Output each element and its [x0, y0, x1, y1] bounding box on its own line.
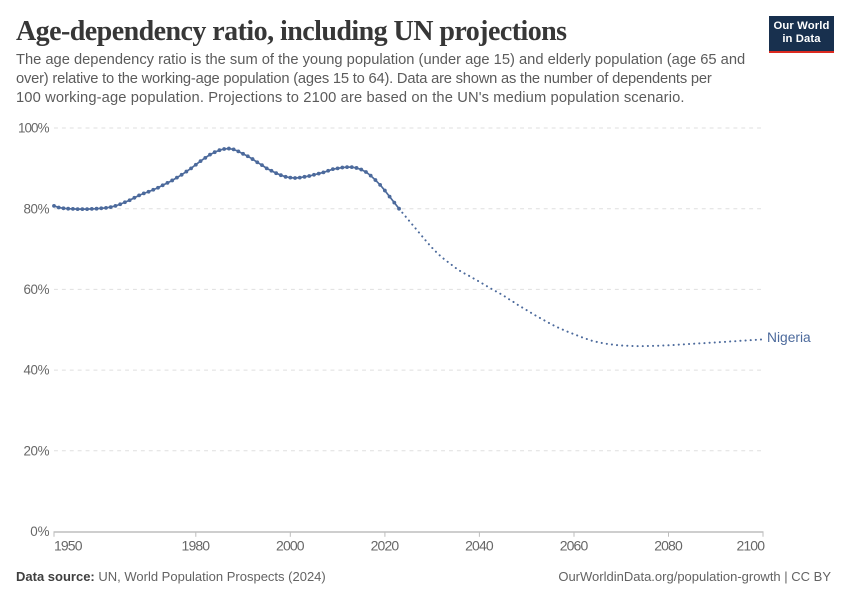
- svg-text:60%: 60%: [24, 282, 50, 297]
- svg-text:2060: 2060: [560, 538, 589, 554]
- svg-text:2080: 2080: [654, 538, 683, 554]
- svg-text:100%: 100%: [18, 121, 50, 136]
- svg-text:0%: 0%: [30, 524, 49, 539]
- svg-text:2000: 2000: [276, 538, 305, 554]
- svg-text:Nigeria: Nigeria: [767, 330, 811, 345]
- svg-text:20%: 20%: [24, 443, 50, 458]
- svg-text:80%: 80%: [24, 201, 50, 216]
- svg-text:1980: 1980: [182, 538, 211, 554]
- svg-text:2020: 2020: [371, 538, 400, 554]
- svg-text:2100: 2100: [737, 538, 766, 554]
- svg-text:40%: 40%: [24, 363, 50, 378]
- svg-text:1950: 1950: [54, 538, 83, 554]
- svg-text:2040: 2040: [465, 538, 494, 554]
